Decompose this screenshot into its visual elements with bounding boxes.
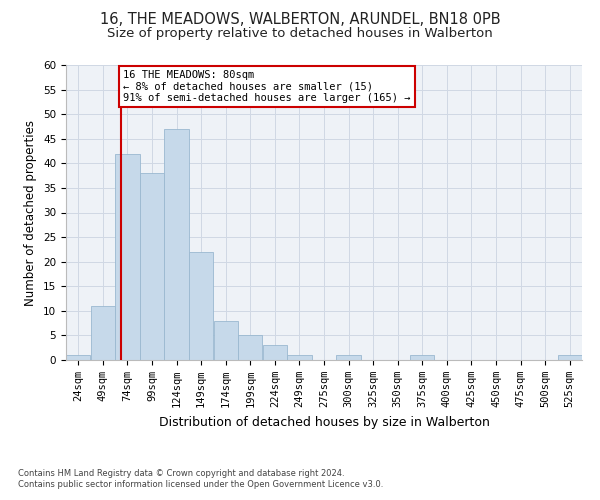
Bar <box>115 154 140 360</box>
Bar <box>410 355 434 360</box>
Bar <box>66 355 91 360</box>
Bar <box>557 355 582 360</box>
Bar <box>140 173 164 360</box>
Bar <box>214 320 238 360</box>
Bar <box>263 345 287 360</box>
Text: 16 THE MEADOWS: 80sqm
← 8% of detached houses are smaller (15)
91% of semi-detac: 16 THE MEADOWS: 80sqm ← 8% of detached h… <box>123 70 410 103</box>
Text: Size of property relative to detached houses in Walberton: Size of property relative to detached ho… <box>107 28 493 40</box>
Bar <box>91 306 115 360</box>
Text: Contains HM Land Registry data © Crown copyright and database right 2024.: Contains HM Land Registry data © Crown c… <box>18 468 344 477</box>
Y-axis label: Number of detached properties: Number of detached properties <box>25 120 37 306</box>
Bar <box>164 129 189 360</box>
Bar <box>337 355 361 360</box>
Bar <box>189 252 213 360</box>
Text: Contains public sector information licensed under the Open Government Licence v3: Contains public sector information licen… <box>18 480 383 489</box>
Bar <box>287 355 311 360</box>
Text: 16, THE MEADOWS, WALBERTON, ARUNDEL, BN18 0PB: 16, THE MEADOWS, WALBERTON, ARUNDEL, BN1… <box>100 12 500 28</box>
Bar <box>238 336 262 360</box>
X-axis label: Distribution of detached houses by size in Walberton: Distribution of detached houses by size … <box>158 416 490 428</box>
